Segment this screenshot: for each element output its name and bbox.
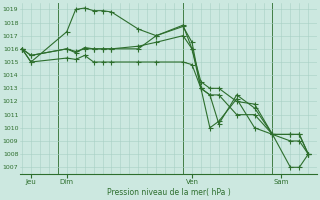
X-axis label: Pression niveau de la mer( hPa ): Pression niveau de la mer( hPa ): [107, 188, 230, 197]
